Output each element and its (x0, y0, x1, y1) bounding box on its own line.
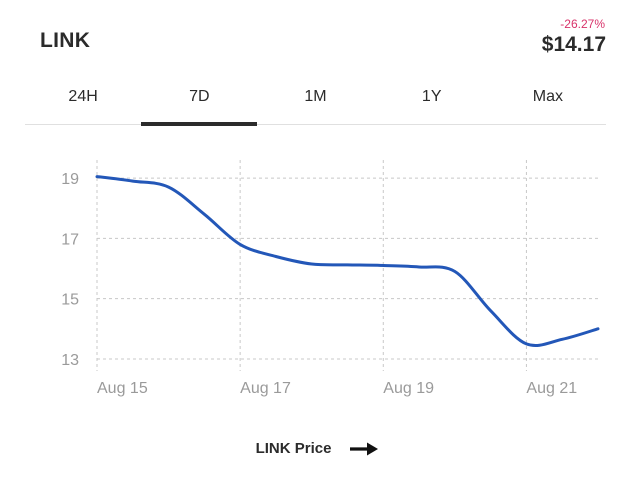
price-line-chart: 13 15 17 19 Aug 15 Aug 17 Aug 19 Aug 21 (61, 160, 600, 397)
series-layer (95, 175, 600, 348)
legend-label: LINK Price (255, 440, 332, 457)
grid-lines (96, 160, 598, 371)
current-price: $14.17 (541, 33, 606, 56)
x-tick-label: Aug 15 (97, 380, 148, 397)
y-tick-label: 13 (61, 352, 79, 369)
x-tick-label: Aug 19 (383, 380, 434, 397)
arrow-right-icon (349, 441, 379, 457)
axis-tick-labels: 13 15 17 19 Aug 15 Aug 17 Aug 19 Aug 21 (61, 171, 577, 397)
tab-7d[interactable]: 7D (141, 76, 258, 126)
y-tick-label: 17 (61, 231, 79, 248)
price-change-percent: -26.27% (560, 17, 605, 31)
tab-max[interactable]: Max (532, 88, 564, 105)
timeframe-tabs: 24H 7D 1M 1Y Max (25, 76, 606, 126)
y-tick-label: 15 (61, 292, 79, 309)
x-tick-label: Aug 17 (240, 380, 291, 397)
asset-title: LINK (40, 29, 91, 52)
x-tick-label: Aug 21 (526, 380, 577, 397)
tab-24h[interactable]: 24H (68, 88, 98, 105)
y-tick-label: 19 (61, 171, 79, 188)
tab-1y[interactable]: 1Y (421, 88, 442, 105)
series-line-link-price (95, 175, 600, 348)
chart-legend[interactable]: LINK Price (0, 440, 633, 457)
tab-1m[interactable]: 1M (304, 88, 327, 105)
